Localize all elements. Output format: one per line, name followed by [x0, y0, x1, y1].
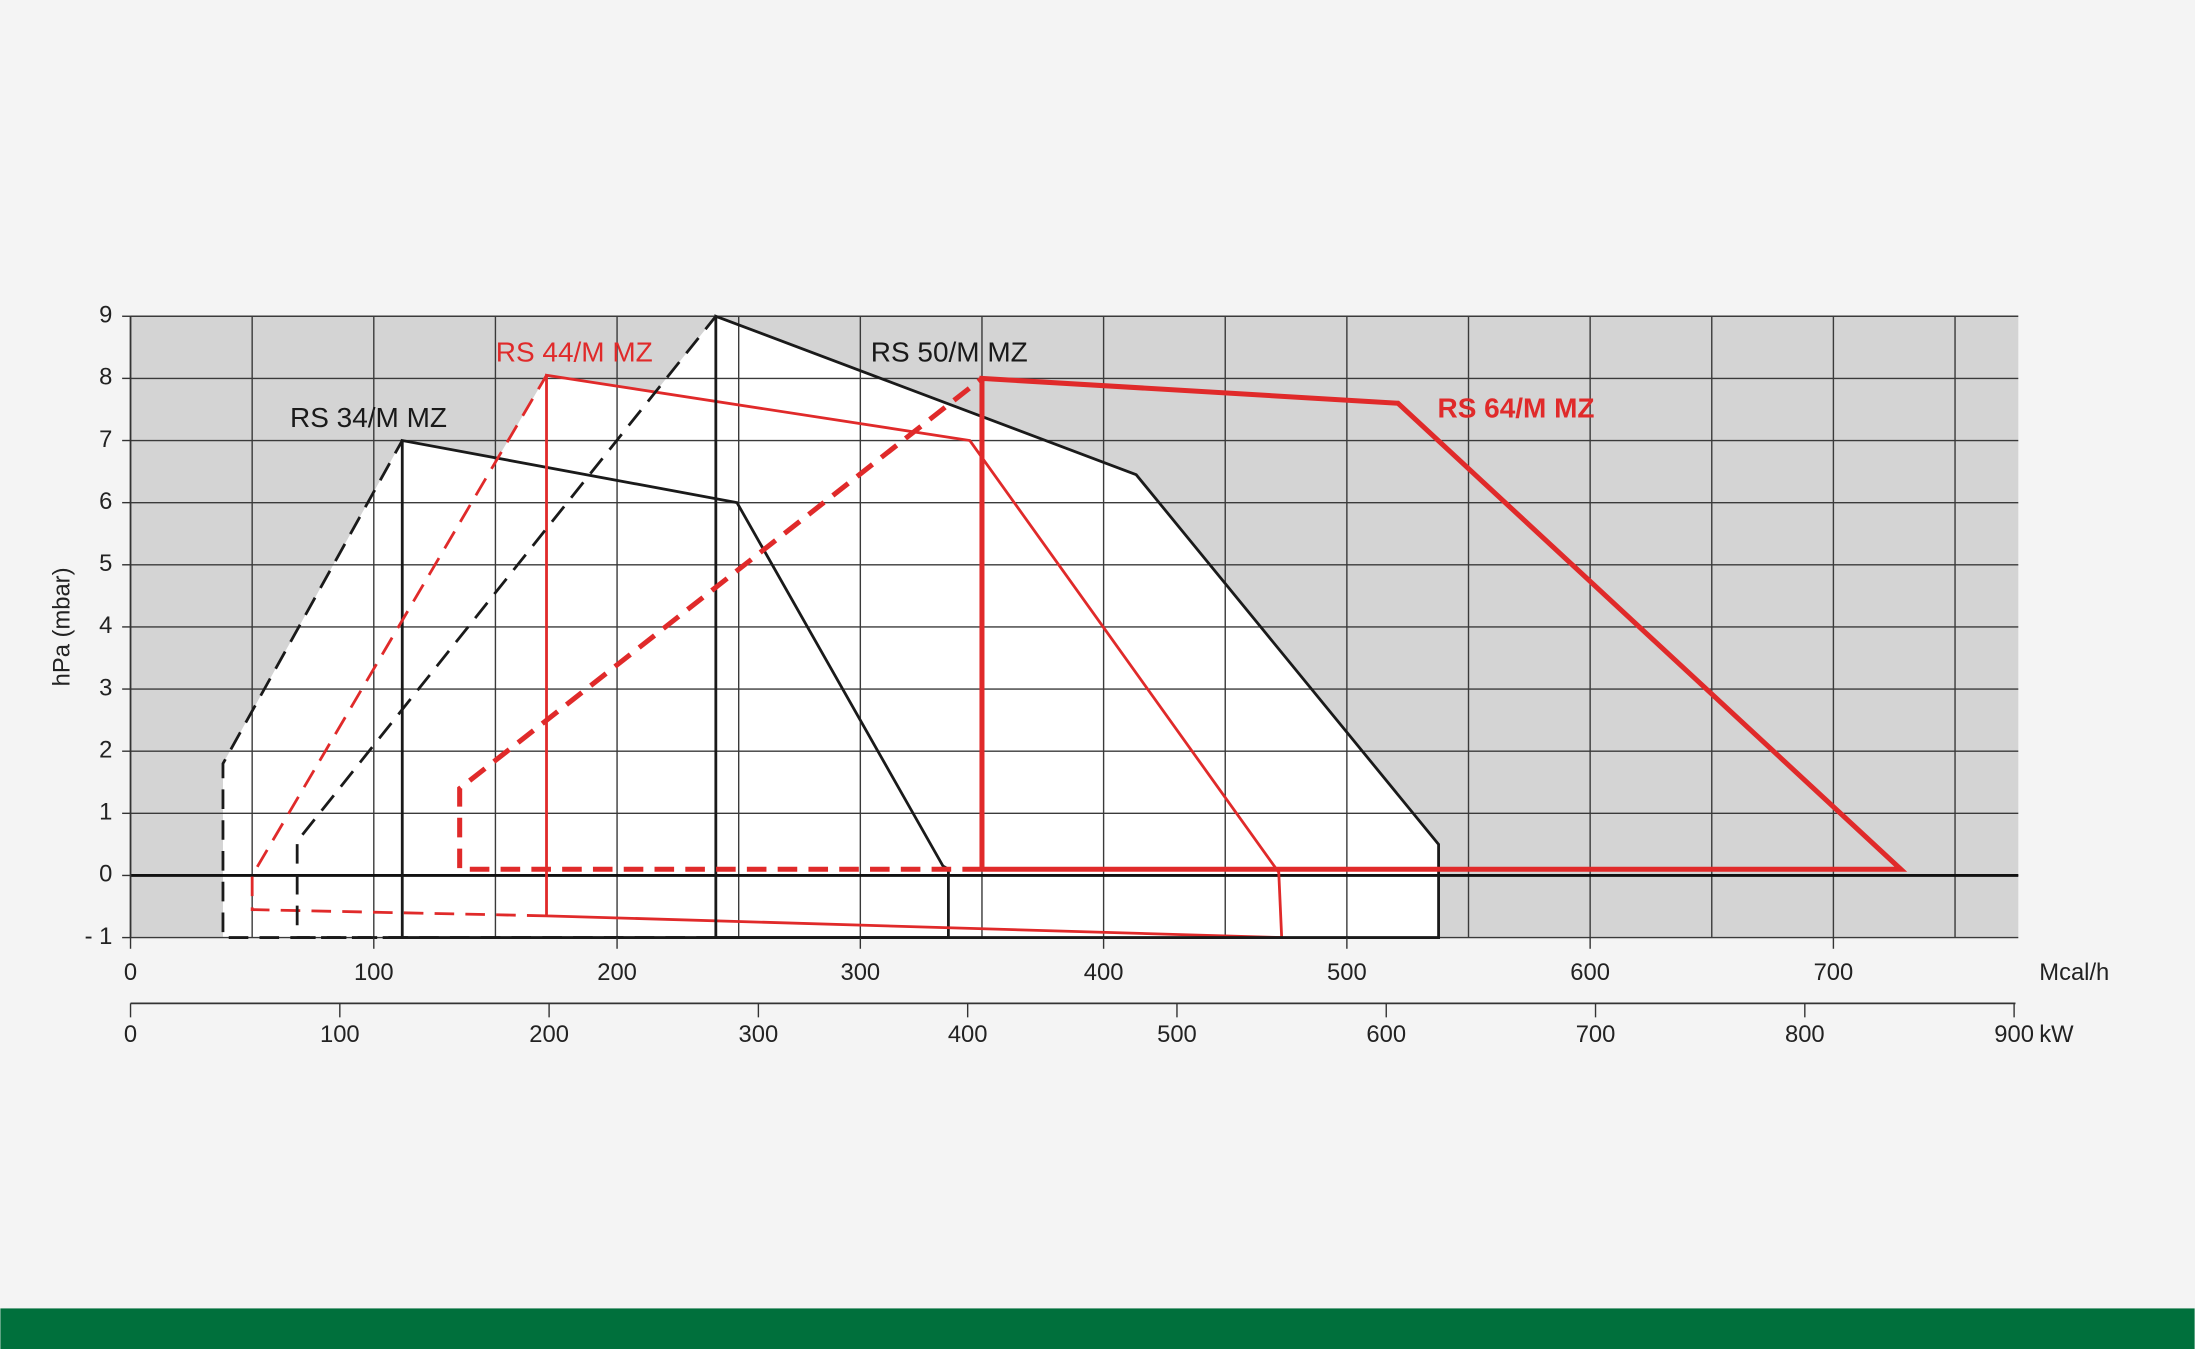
x-tick-label: 300 — [841, 959, 881, 986]
startup-outline — [295, 315, 717, 939]
startup-outline — [250, 374, 548, 918]
x2-tick-label: 200 — [529, 1021, 569, 1048]
field-outline — [979, 375, 1908, 872]
x2-tick-label: 800 — [1785, 1021, 1825, 1048]
x-tick-label: 400 — [1084, 959, 1124, 986]
x2-tick-label: 600 — [1366, 1021, 1406, 1048]
x2-axis-label: kW — [2039, 1021, 2074, 1048]
y-axis-label: hPa (mbar) — [49, 567, 76, 686]
x-tick-label: 200 — [597, 959, 637, 986]
x-axis-label: Mcal/h — [2039, 959, 2109, 986]
x2-tick-label: 100 — [320, 1021, 360, 1048]
plot: RS 34/M MZ RS 44/M MZ RS 50/M MZ RS 64/M MZ — [129, 314, 2019, 940]
x-tick-label: 100 — [354, 959, 394, 986]
y-tick-label: 3 — [99, 674, 112, 701]
x2-tick-label: 700 — [1576, 1021, 1616, 1048]
startup-outline — [221, 439, 404, 939]
footer-bar — [0, 1308, 2195, 1349]
y-tick-label: - 1 — [85, 923, 113, 950]
x2-tick-label: 900 — [1994, 1021, 2034, 1048]
y-tick-label: 9 — [99, 302, 112, 329]
x2-tick-label: 0 — [124, 1021, 137, 1048]
x-tick-label: 700 — [1814, 959, 1854, 986]
y-tick-label: 2 — [99, 736, 112, 763]
x-tick-label: 600 — [1570, 959, 1610, 986]
series-label: RS 64/M MZ — [1438, 392, 1595, 423]
x2-tick-label: 500 — [1157, 1021, 1197, 1048]
y-tick-label: 6 — [99, 488, 112, 515]
y-tick-label: 1 — [99, 799, 112, 826]
y-tick-label: 7 — [99, 426, 112, 453]
field-outline — [545, 373, 1284, 940]
series-label: RS 44/M MZ — [496, 336, 653, 367]
field-outline — [714, 314, 1440, 939]
x2-tick-label: 400 — [948, 1021, 988, 1048]
series-label: RS 50/M MZ — [871, 336, 1028, 367]
x2-tick-label: 300 — [739, 1021, 779, 1048]
y-tick-label: 8 — [99, 364, 112, 391]
startup-outline — [457, 376, 984, 872]
y-tick-label: 4 — [99, 612, 112, 639]
x-tick-label: 0 — [124, 959, 137, 986]
x-tick-label: 500 — [1327, 959, 1367, 986]
y-tick-label: 5 — [99, 550, 112, 577]
series-label: RS 34/M MZ — [290, 402, 447, 433]
y-tick-label: 0 — [99, 861, 112, 888]
